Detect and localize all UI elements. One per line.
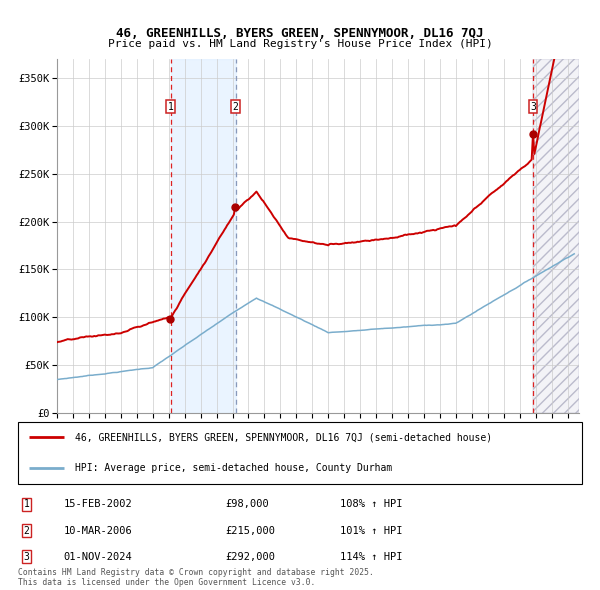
Text: 15-FEB-2002: 15-FEB-2002 bbox=[64, 499, 133, 509]
Text: 114% ↑ HPI: 114% ↑ HPI bbox=[340, 552, 403, 562]
Text: £292,000: £292,000 bbox=[225, 552, 275, 562]
Text: 101% ↑ HPI: 101% ↑ HPI bbox=[340, 526, 403, 536]
Text: 46, GREENHILLS, BYERS GREEN, SPENNYMOOR, DL16 7QJ (semi-detached house): 46, GREENHILLS, BYERS GREEN, SPENNYMOOR,… bbox=[76, 432, 493, 442]
Bar bbox=[533, 59, 579, 413]
Text: Price paid vs. HM Land Registry's House Price Index (HPI): Price paid vs. HM Land Registry's House … bbox=[107, 39, 493, 48]
Text: 1: 1 bbox=[167, 102, 173, 112]
Text: £98,000: £98,000 bbox=[225, 499, 269, 509]
FancyBboxPatch shape bbox=[18, 422, 582, 484]
Text: 10-MAR-2006: 10-MAR-2006 bbox=[64, 526, 133, 536]
Text: HPI: Average price, semi-detached house, County Durham: HPI: Average price, semi-detached house,… bbox=[76, 463, 392, 473]
Text: 2: 2 bbox=[23, 526, 29, 536]
Text: 3: 3 bbox=[530, 102, 536, 112]
Text: £215,000: £215,000 bbox=[225, 526, 275, 536]
Text: Contains HM Land Registry data © Crown copyright and database right 2025.
This d: Contains HM Land Registry data © Crown c… bbox=[18, 568, 374, 587]
Text: 46, GREENHILLS, BYERS GREEN, SPENNYMOOR, DL16 7QJ: 46, GREENHILLS, BYERS GREEN, SPENNYMOOR,… bbox=[116, 27, 484, 40]
Text: 01-NOV-2024: 01-NOV-2024 bbox=[64, 552, 133, 562]
Text: 2: 2 bbox=[233, 102, 238, 112]
Bar bbox=[533, 59, 579, 413]
Text: 108% ↑ HPI: 108% ↑ HPI bbox=[340, 499, 403, 509]
Text: 1: 1 bbox=[23, 499, 29, 509]
Bar bbox=[170, 59, 236, 413]
Text: 3: 3 bbox=[23, 552, 29, 562]
